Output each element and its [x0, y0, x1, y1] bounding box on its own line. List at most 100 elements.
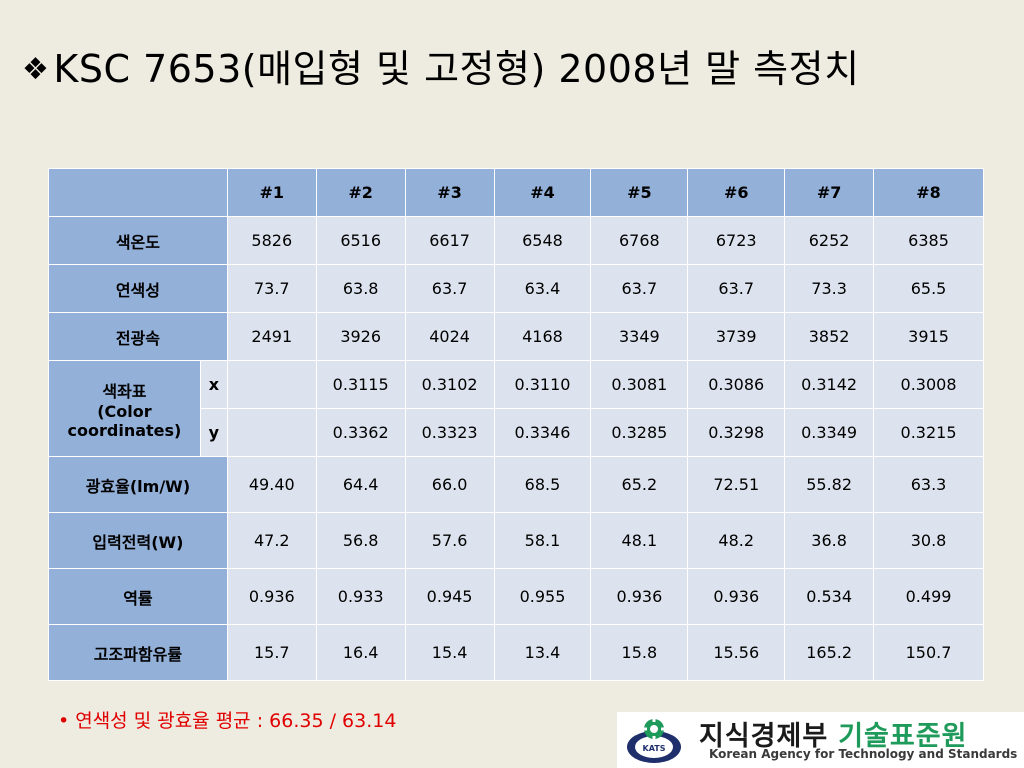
table-cell: 73.7: [226, 264, 317, 313]
table-cell: 0.3285: [590, 408, 689, 457]
table-row-color-coordinates-y: y 0.3362 0.3323 0.3346 0.3285 0.3298 0.3…: [49, 408, 984, 457]
row-label-line: (Color: [97, 401, 152, 421]
measurement-table: #1 #2 #3 #4 #5 #6 #7 #8 색온도 5826 6516 66…: [48, 168, 984, 681]
table-cell: 0.936: [590, 568, 689, 625]
table-cell: 3739: [687, 312, 786, 361]
table-cell: 0.3008: [873, 360, 984, 409]
slide-title: ❖ KSC 7653(매입형 및 고정형) 2008년 말 측정치: [22, 38, 860, 93]
header-cell: #5: [590, 168, 689, 217]
table-cell: 0.3110: [493, 360, 592, 409]
logo-ministry-name: 지식경제부: [699, 721, 829, 752]
header-cell: #6: [687, 168, 786, 217]
table-cell: 72.51: [687, 456, 786, 513]
average-note: • 연색성 및 광효율 평균 : 66.35 / 63.14: [58, 706, 396, 733]
table-cell: 3852: [784, 312, 875, 361]
table-cell: 63.3: [873, 456, 984, 513]
table-cell: 0.3346: [493, 408, 592, 457]
table-cell: 5826: [226, 216, 317, 265]
table-cell: 63.7: [687, 264, 786, 313]
table-cell: 6385: [873, 216, 984, 265]
table-cell: 15.7: [226, 624, 317, 681]
axis-label-x: x: [199, 360, 228, 409]
table-cell: 0.936: [687, 568, 786, 625]
table-row-power-factor: 역률 0.936 0.933 0.945 0.955 0.936 0.936 0…: [48, 568, 984, 625]
table-row-color-coordinates-x: 색좌표 (Color coordinates) x 0.3115 0.3102 …: [48, 360, 984, 457]
table-cell: 56.8: [315, 512, 406, 569]
table-cell: 0.3115: [315, 360, 406, 409]
table-row-luminous-flux: 전광속 2491 3926 4024 4168 3349 3739 3852 3…: [48, 312, 984, 361]
header-cell: #4: [493, 168, 592, 217]
table-cell: 0.3323: [404, 408, 495, 457]
table-cell: 6723: [687, 216, 786, 265]
table-cell: 16.4: [315, 624, 406, 681]
table-cell: 3926: [315, 312, 406, 361]
row-label: 전광속: [48, 312, 228, 361]
table-cell: 65.5: [873, 264, 984, 313]
table-cell: 49.40: [226, 456, 317, 513]
kats-emblem-icon: KATS: [627, 718, 681, 763]
row-label-line: 색좌표: [102, 381, 147, 401]
table-cell: [226, 408, 317, 457]
table-cell: 15.4: [404, 624, 495, 681]
table-cell: 0.945: [404, 568, 495, 625]
logo-agency-name: 기술표준원: [838, 721, 968, 752]
table-cell: 57.6: [404, 512, 495, 569]
table-cell: 0.3298: [687, 408, 786, 457]
table-cell: 0.499: [873, 568, 984, 625]
table-row-input-power: 입력전력(W) 47.2 56.8 57.6 58.1 48.1 48.2 36…: [48, 512, 984, 569]
diamond-bullet-icon: ❖: [22, 52, 50, 87]
header-cell: #1: [226, 168, 317, 217]
table-cell: 150.7: [873, 624, 984, 681]
slide-title-text: KSC 7653(매입형 및 고정형) 2008년 말 측정치: [53, 47, 860, 91]
table-cell: 73.3: [784, 264, 875, 313]
table-cell: 63.7: [590, 264, 689, 313]
table-cell: 0.3142: [784, 360, 875, 409]
table-cell: 6516: [315, 216, 406, 265]
table-cell: 15.56: [687, 624, 786, 681]
axis-label-y: y: [199, 408, 228, 457]
row-label: 광효율(lm/W): [48, 456, 228, 513]
table-cell: 30.8: [873, 512, 984, 569]
table-cell: 0.955: [493, 568, 592, 625]
header-cell: #3: [404, 168, 495, 217]
kats-emblem-text: KATS: [643, 744, 666, 753]
row-label: 입력전력(W): [48, 512, 228, 569]
table-cell: 0.3102: [404, 360, 495, 409]
table-cell: 63.4: [493, 264, 592, 313]
table-cell: 0.936: [226, 568, 317, 625]
table-cell: 0.3215: [873, 408, 984, 457]
table-cell: 0.3086: [687, 360, 786, 409]
table-cell: 48.2: [687, 512, 786, 569]
table-cell: 63.7: [404, 264, 495, 313]
table-cell: 65.2: [590, 456, 689, 513]
table-cell: 3349: [590, 312, 689, 361]
table-cell: 4024: [404, 312, 495, 361]
table-cell: 64.4: [315, 456, 406, 513]
table-cell: 55.82: [784, 456, 875, 513]
row-label: 역률: [48, 568, 228, 625]
table-cell: 6548: [493, 216, 592, 265]
average-note-text: 연색성 및 광효율 평균 : 66.35 / 63.14: [75, 710, 397, 732]
table-cell: 13.4: [493, 624, 592, 681]
table-cell: 48.1: [590, 512, 689, 569]
table-cell: 6617: [404, 216, 495, 265]
table-cell: [226, 360, 317, 409]
table-cell: 2491: [226, 312, 317, 361]
table-cell: 0.933: [315, 568, 406, 625]
table-cell: 0.3362: [315, 408, 406, 457]
kats-logo: KATS 지식경제부 기술표준원 Korean Agency for Techno…: [617, 712, 1024, 768]
header-cell: #7: [784, 168, 875, 217]
table-cell: 6768: [590, 216, 689, 265]
table-cell: 3915: [873, 312, 984, 361]
table-cell: 47.2: [226, 512, 317, 569]
row-label-color-coordinates: 색좌표 (Color coordinates): [48, 360, 201, 457]
table-row-efficacy: 광효율(lm/W) 49.40 64.4 66.0 68.5 65.2 72.5…: [48, 456, 984, 513]
row-label: 색온도: [48, 216, 228, 265]
logo-subtitle: Korean Agency for Technology and Standar…: [709, 747, 1018, 761]
table-cell: 58.1: [493, 512, 592, 569]
table-cell: 63.8: [315, 264, 406, 313]
table-row-cri: 연색성 73.7 63.8 63.7 63.4 63.7 63.7 73.3 6…: [48, 264, 984, 313]
table-cell: 66.0: [404, 456, 495, 513]
logo-name: 지식경제부 기술표준원: [699, 714, 967, 753]
table-cell: 15.8: [590, 624, 689, 681]
